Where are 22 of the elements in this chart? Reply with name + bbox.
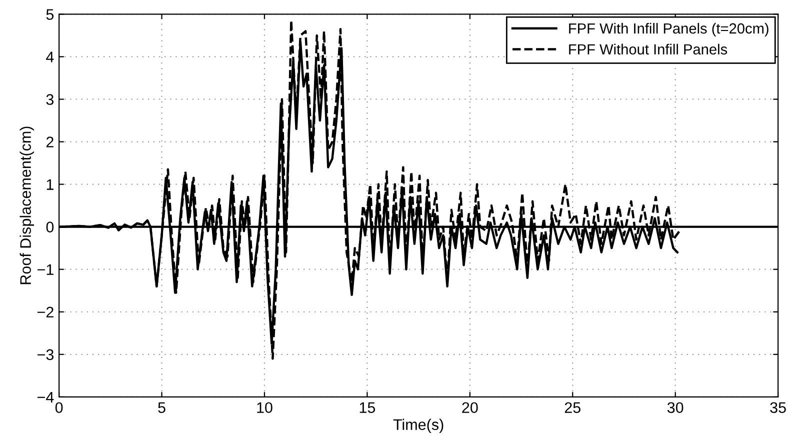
y-tick-label: 3 xyxy=(46,94,54,105)
y-tick-label: −3 xyxy=(38,349,54,360)
y-tick-label: 2 xyxy=(46,136,54,148)
y-tick-label: −2 xyxy=(38,306,54,318)
x-tick-label: 5 xyxy=(158,402,166,414)
y-tick-label: 5 xyxy=(46,9,54,20)
x-tick-label: 30 xyxy=(667,402,684,414)
x-tick-label: 35 xyxy=(770,402,786,414)
x-tick-label: 10 xyxy=(257,402,272,414)
y-tick-label: 4 xyxy=(46,52,54,62)
legend-label: FPF With Infill Panels (t=20cm) xyxy=(569,22,768,37)
x-tick-label: 20 xyxy=(462,402,478,414)
y-tick-label: 1 xyxy=(46,179,54,190)
x-axis-title: Time(s) xyxy=(393,418,444,434)
y-tick-label: −1 xyxy=(38,264,54,275)
y-tick-label: −4 xyxy=(38,392,54,402)
legend-label: FPF Without Infill Panels xyxy=(569,44,728,55)
x-tick-label: 0 xyxy=(55,402,63,414)
y-axis-title: Roof Displacement(cm) xyxy=(20,126,34,284)
y-tick-label: 0 xyxy=(46,222,54,232)
x-tick-label: 25 xyxy=(564,402,580,414)
x-tick-label: 15 xyxy=(360,402,376,414)
